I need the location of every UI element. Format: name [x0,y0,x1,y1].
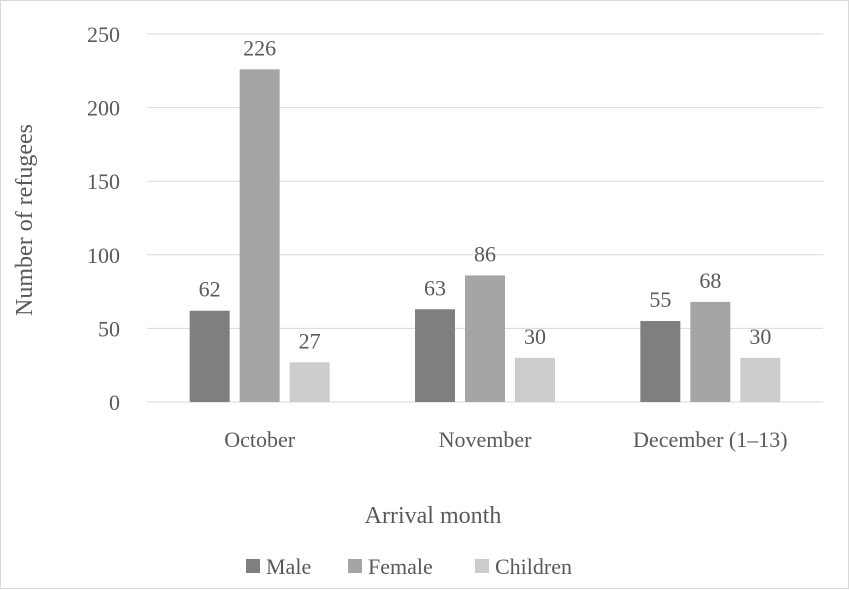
data-label: 55 [649,287,671,312]
data-labels: 62 226 27 63 86 30 55 68 30 [199,35,772,353]
bar-children [740,357,781,402]
y-tick-label: 50 [98,316,120,341]
x-axis-ticks: October November December (1–13) [224,427,787,452]
legend: Male Female Children [246,554,572,579]
x-tick-label: December (1–13) [633,427,788,452]
y-tick-label: 100 [87,243,120,268]
y-tick-label: 150 [87,169,120,194]
legend-swatch-children [475,559,489,573]
bar-children [289,362,330,402]
x-axis-label: Arrival month [365,503,502,529]
data-label: 226 [243,35,276,60]
y-tick-label: 200 [87,96,120,121]
bar-male [640,321,681,402]
x-tick-label: November [439,427,533,452]
bar-female [690,301,731,402]
bar-male [189,310,230,402]
legend-label-female: Female [368,554,433,579]
data-label: 30 [749,324,771,349]
legend-swatch-female [348,559,362,573]
y-axis-ticks: 0 50 100 150 200 250 [87,22,120,415]
bars [189,69,781,402]
data-label: 86 [474,241,496,266]
legend-swatch-male [246,559,260,573]
data-label: 27 [299,328,321,353]
bar-female [239,69,280,402]
data-label: 63 [424,275,446,300]
data-label: 62 [199,277,221,302]
bar-children [515,357,555,402]
bar-male [415,309,455,402]
bar-female [465,275,505,402]
y-tick-label: 250 [87,22,120,47]
data-label: 68 [699,268,721,293]
data-label: 30 [524,324,546,349]
y-axis-label: Number of refugees [12,124,38,316]
y-tick-label: 0 [109,390,120,415]
x-tick-label: October [224,427,296,452]
legend-label-male: Male [266,554,311,579]
legend-label-children: Children [495,554,572,579]
